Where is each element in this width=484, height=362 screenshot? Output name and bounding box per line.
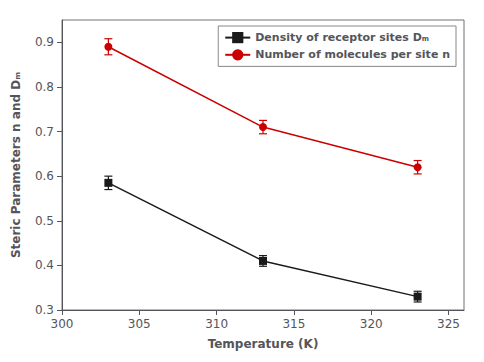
svg-text:305: 305 — [128, 317, 151, 331]
svg-text:0.8: 0.8 — [35, 80, 54, 94]
svg-text:0.6: 0.6 — [35, 169, 54, 183]
svg-text:Temperature (K): Temperature (K) — [208, 337, 319, 351]
svg-text:0.4: 0.4 — [35, 258, 54, 272]
svg-text:Steric Parameters n and Dₘ: Steric Parameters n and Dₘ — [9, 72, 23, 258]
svg-text:0.5: 0.5 — [35, 214, 54, 228]
svg-text:Density of receptor sites Dₘ: Density of receptor sites Dₘ — [255, 31, 429, 44]
svg-text:310: 310 — [205, 317, 228, 331]
svg-text:0.3: 0.3 — [35, 303, 54, 317]
svg-text:Number of molecules per site n: Number of molecules per site n — [255, 48, 450, 61]
svg-text:325: 325 — [437, 317, 460, 331]
svg-text:320: 320 — [360, 317, 383, 331]
svg-text:315: 315 — [282, 317, 305, 331]
svg-text:0.9: 0.9 — [35, 35, 54, 49]
svg-text:300: 300 — [51, 317, 74, 331]
svg-text:0.7: 0.7 — [35, 125, 54, 139]
